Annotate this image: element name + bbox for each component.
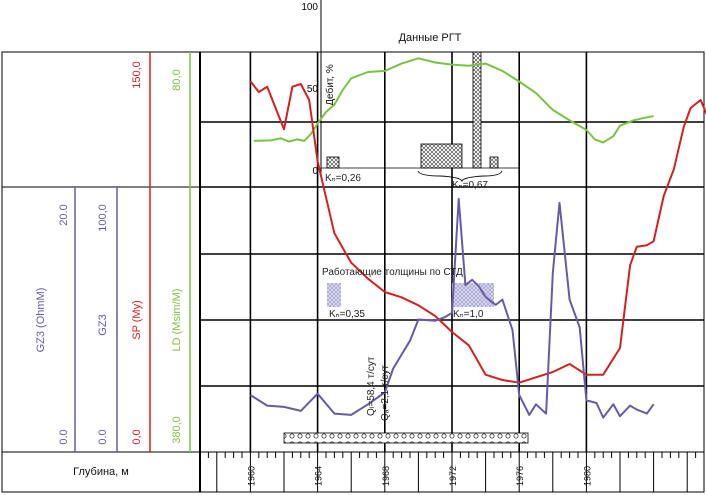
debit-axis: 100 50 0 Дебит, % [301, 0, 520, 177]
ld-min-label: 380,0 [171, 416, 183, 444]
working-zone-2 [452, 283, 494, 307]
grid-lines [200, 52, 704, 452]
debit-tick-50: 50 [307, 84, 319, 95]
working-thickness-label: Работающие толщины по СТД [322, 266, 463, 278]
ld-max-label: 80,0 [171, 69, 183, 90]
x-tick-label: 1968 [381, 466, 391, 486]
ld-axis-label: LD (Msim/M) [171, 289, 183, 352]
curves [249, 57, 706, 419]
x-tick-labels: 1960 1964 1968 1972 1976 1980 [246, 466, 592, 486]
sp-axis-label: SP (My) [131, 300, 143, 340]
k-annotation-2: Kₙ=0,67 [452, 180, 488, 191]
chart-title: Данные РГТ [399, 32, 462, 44]
ld-curve [253, 57, 654, 144]
gz3-min-label: 0.0 [58, 429, 70, 444]
gz3-series-label: GZ3 [97, 314, 109, 335]
gz3-axis-label: GZ3 (OhmM) [35, 288, 47, 353]
x-tick-label: 1976 [515, 466, 525, 486]
debit-tick-100: 100 [301, 2, 318, 13]
depth-ticks [207, 452, 705, 492]
sp-curve [249, 80, 706, 384]
red-min-label: 0,0 [131, 429, 143, 444]
perforation-band [283, 432, 529, 444]
gz3-max-label: 20.0 [58, 204, 70, 225]
debit-bar-4 [489, 156, 499, 169]
k-annotation-1: Kₙ=0,26 [325, 173, 361, 184]
sp-min-label: 0.0 [97, 429, 109, 444]
debit-bar-3 [472, 51, 482, 169]
debit-axis-label: Дебит, % [324, 64, 336, 106]
sp-max-label: 100,0 [97, 204, 109, 232]
debit-bar-1 [326, 156, 340, 169]
k-annotation-3: Kₙ=0,35 [329, 309, 365, 320]
q-annotation-1: Qₗ=58,4 т/сут [366, 356, 377, 416]
x-axis-label: Глубина, м [73, 466, 129, 478]
red-max-label: 150,0 [131, 61, 143, 89]
x-tick-label: 1980 [582, 466, 592, 486]
x-tick-label: 1964 [314, 466, 324, 486]
q-annotation-2: Qₐ=2,1 т/сут [380, 365, 391, 421]
working-zone-1 [327, 283, 341, 307]
x-tick-label: 1960 [246, 466, 256, 486]
debit-brace [417, 170, 503, 183]
debit-bar-2 [420, 143, 463, 169]
gz3-curve [249, 197, 655, 419]
k-annotation-4: Kₙ=1,0 [453, 309, 484, 320]
x-tick-label: 1972 [448, 466, 458, 486]
debit-tick-0: 0 [312, 166, 318, 177]
